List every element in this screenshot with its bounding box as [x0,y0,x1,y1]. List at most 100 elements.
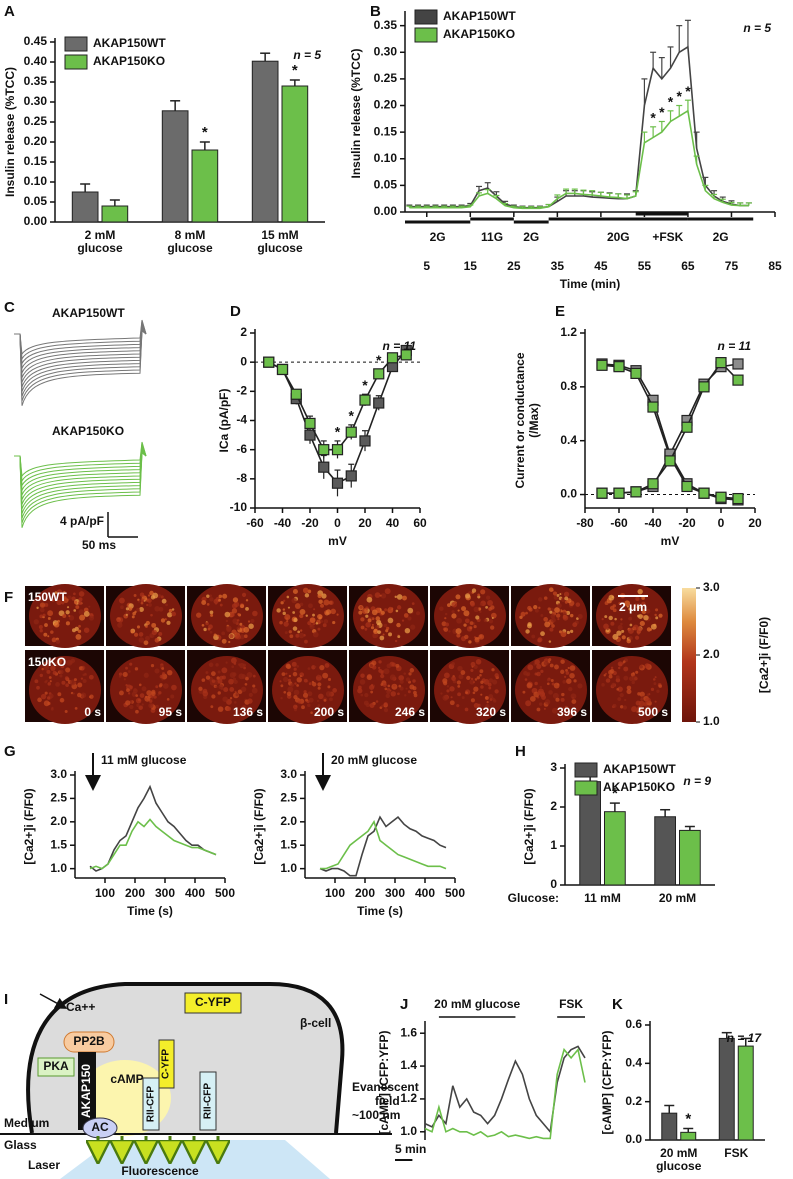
image-speckle [328,677,332,681]
x-tick-label: 40 [386,516,400,530]
image-speckle [222,593,228,599]
image-speckle [233,679,238,684]
colorbar-label: [Ca2+]i (F/F0) [757,617,771,693]
y-tick-label: 1 [550,838,557,852]
image-speckle [369,663,373,668]
image-speckle [143,672,149,678]
image-speckle [322,672,329,679]
image-speckle [448,630,451,633]
image-speckle [241,674,247,679]
image-speckle [296,677,302,683]
image-speckle [572,622,578,628]
bar [71,191,99,223]
image-speckle [389,674,396,681]
image-speckle [397,635,401,639]
image-speckle [451,610,455,614]
image-speckle [398,675,404,681]
scale-label: 50 ms [82,538,116,552]
image-speckle [622,705,628,710]
note: n = 5 [743,21,771,35]
image-speckle [245,676,249,681]
image-speckle [367,618,372,623]
image-speckle [550,679,554,683]
protocol-label: 20G [607,230,630,244]
image-speckle [37,697,42,703]
image-speckle [549,663,554,668]
image-speckle [302,587,309,594]
image-speckle [404,694,407,697]
y-axis-label: [Ca2+]i (F/F0) [252,788,266,864]
box [78,1052,96,1130]
image-speckle [154,668,160,674]
image-speckle [370,690,374,694]
data-point [664,455,676,467]
image-speckle [299,608,306,615]
image-speckle [65,683,69,688]
image-speckle [312,631,319,638]
image-speckle [568,686,573,692]
label: field [375,1094,400,1108]
image-speckle [47,682,52,686]
image-speckle [318,693,324,700]
image-speckle [206,594,210,598]
time-label: 95 s [159,705,183,719]
image-speckle [119,597,125,604]
panel-letter: I [4,991,8,1008]
image-speckle [161,678,164,681]
image-speckle [129,685,133,689]
image-speckle [145,625,148,628]
panel-letter: H [515,743,526,760]
image-speckle [464,634,469,640]
significance: * [685,1110,691,1127]
image-speckle [564,675,567,678]
image-speckle [295,633,300,638]
image-speckle [543,596,548,600]
image-speckle [228,640,231,644]
note: n = 5 [293,48,321,62]
legend-swatch [574,762,598,778]
y-axis-label: [cAMP] (CFP:YFP) [377,1031,391,1135]
legend-swatch [414,9,438,25]
image-speckle [77,692,82,698]
y-tick-label: 0.00 [374,204,398,218]
image-speckle [211,694,216,699]
image-speckle [138,705,143,710]
image-speckle [61,680,66,685]
image-speckle [549,610,553,614]
image-speckle [364,627,368,631]
image-speckle [201,678,206,682]
y-axis-label: Current or conductance [513,352,527,488]
significance: * [376,352,382,368]
label: AKAP150 [79,1064,93,1118]
image-speckle [72,692,75,695]
image-speckle [639,664,643,669]
image-speckle [399,679,404,684]
image-speckle [248,623,254,629]
label: Fluorescence [121,1164,199,1178]
image-speckle [565,668,568,672]
image-speckle [307,621,312,626]
x-tick-label: 200 [355,886,375,900]
y-tick-label: -2 [236,384,247,398]
image-speckle [570,693,577,700]
bar [737,1045,754,1141]
image-speckle [39,602,46,608]
data-point [276,363,289,376]
image-speckle [78,609,85,615]
image-speckle [50,665,56,671]
image-speckle [161,667,165,670]
image-speckle [236,626,240,630]
image-speckle [480,693,483,696]
image-speckle [466,675,471,681]
y-tick-label: 0.20 [374,98,398,112]
x-axis-label: mV [328,534,347,548]
data-point [613,361,625,373]
image-speckle [89,694,94,699]
image-speckle [157,594,162,598]
image-speckle [487,599,494,606]
image-speckle [552,692,559,699]
image-speckle [395,663,400,668]
data-point [345,426,357,438]
image-speckle [118,672,123,676]
image-speckle [616,630,622,636]
